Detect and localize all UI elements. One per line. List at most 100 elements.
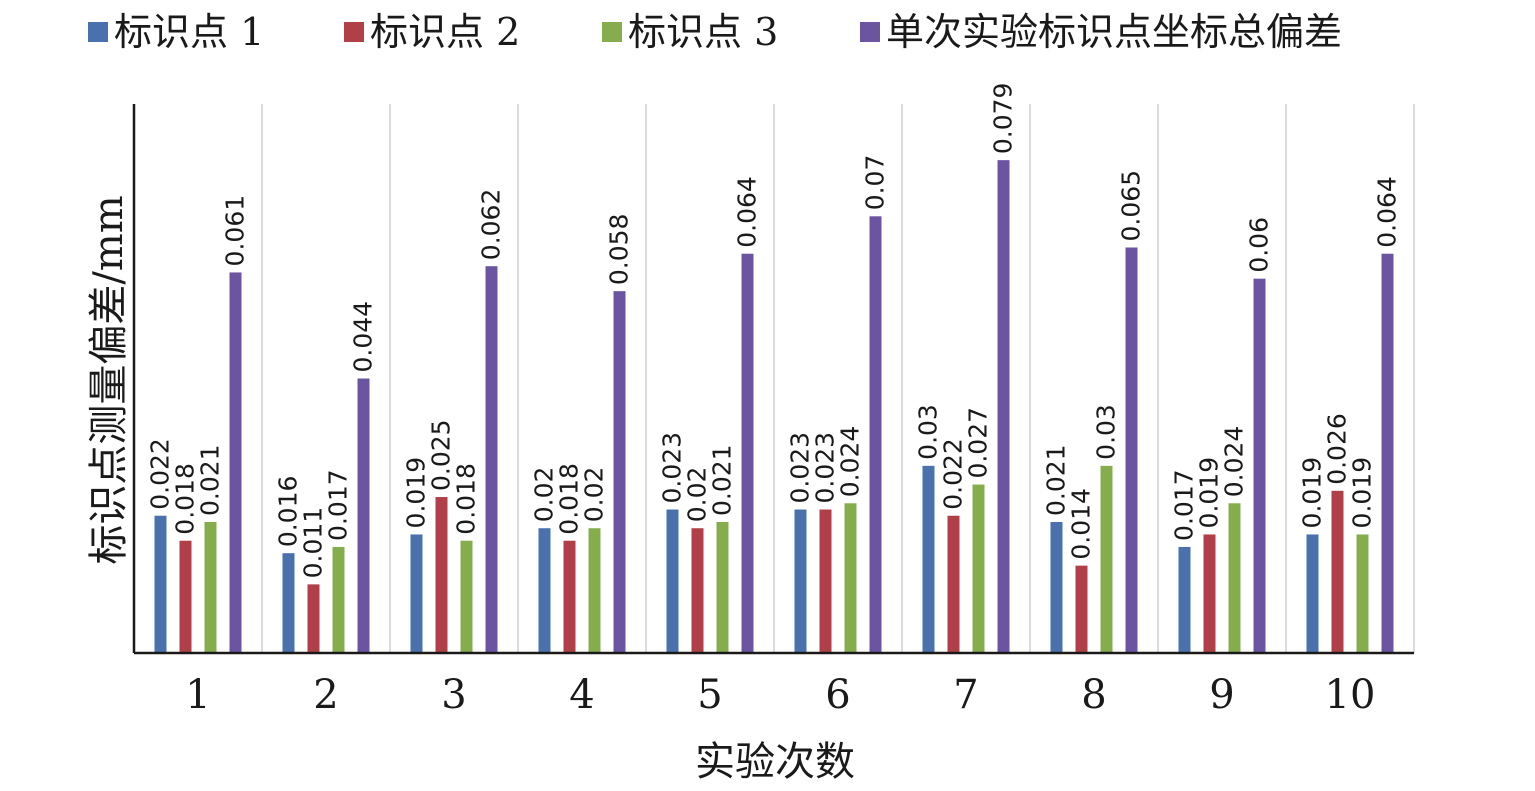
bar-s2-c2: [307, 584, 320, 653]
bar-s2-c6: [819, 509, 832, 653]
x-tick-label-1: 1: [185, 672, 210, 718]
legend-item-series-4: 单次实验标识点坐标总偏差: [860, 6, 1342, 58]
legend-item-series-1: 标识点 1: [88, 6, 264, 58]
bar-s4-c9: [1253, 278, 1266, 653]
bar-s3-c7: [972, 484, 985, 653]
bar-s1-c6: [794, 509, 807, 653]
bar-s4-c10: [1381, 253, 1394, 653]
x-tick-label-9: 9: [1209, 672, 1234, 718]
data-label-s4-c3: 0.062: [477, 189, 506, 261]
bar-s4-c4: [613, 291, 626, 653]
bar-s4-c7: [997, 160, 1010, 654]
data-label-s4-c9: 0.06: [1245, 217, 1274, 273]
data-label-s1-c9: 0.017: [1170, 469, 1199, 541]
data-label-s2-c7: 0.022: [939, 438, 968, 510]
data-label-s4-c7: 0.079: [989, 83, 1018, 155]
data-label-s2-c6: 0.023: [811, 432, 840, 504]
bar-s1-c10: [1306, 534, 1319, 653]
bar-s2-c10: [1331, 490, 1344, 653]
data-label-s3-c9: 0.024: [1220, 426, 1249, 498]
bar-s2-c5: [691, 528, 704, 653]
data-label-s2-c9: 0.019: [1195, 457, 1224, 529]
bar-s1-c3: [410, 534, 423, 653]
x-tick-label-8: 8: [1081, 672, 1106, 718]
legend-swatch-series-2: [344, 22, 364, 42]
bar-s3-c1: [204, 521, 217, 653]
data-label-s4-c8: 0.065: [1117, 170, 1146, 242]
x-tick-label-6: 6: [825, 672, 850, 718]
data-label-s3-c10: 0.019: [1348, 457, 1377, 529]
bar-s2-c9: [1203, 534, 1216, 653]
data-label-s1-c3: 0.019: [402, 457, 431, 529]
bar-s1-c7: [922, 465, 935, 653]
bar-s1-c1: [154, 515, 167, 653]
legend-swatch-series-1: [88, 22, 108, 42]
bar-s4-c2: [357, 378, 370, 653]
legend-label-series-2: 标识点 2: [370, 10, 521, 54]
data-label-s1-c7: 0.03: [914, 404, 943, 460]
bar-s1-c8: [1050, 521, 1063, 653]
data-label-s4-c6: 0.07: [861, 155, 890, 211]
data-label-s2-c2: 0.011: [299, 507, 328, 579]
legend-swatch-series-4: [860, 22, 880, 42]
data-label-s1-c10: 0.019: [1298, 457, 1327, 529]
y-axis-title: 标识点测量偏差/mm: [86, 195, 132, 565]
data-label-s3-c6: 0.024: [836, 426, 865, 498]
data-label-s2-c10: 0.026: [1323, 413, 1352, 485]
legend-label-series-4: 单次实验标识点坐标总偏差: [886, 10, 1343, 54]
bar-s2-c4: [563, 540, 576, 653]
data-label-s4-c2: 0.044: [349, 301, 378, 373]
data-label-s4-c5: 0.064: [733, 176, 762, 248]
bar-s1-c4: [538, 528, 551, 653]
bar-s4-c1: [229, 272, 242, 653]
bar-s3-c5: [716, 521, 729, 653]
bar-s1-c9: [1178, 546, 1191, 653]
bar-s2-c8: [1075, 565, 1088, 653]
x-axis-title: 实验次数: [695, 739, 855, 785]
bar-s1-c2: [282, 553, 295, 653]
data-label-s1-c2: 0.016: [274, 476, 303, 548]
bar-s4-c8: [1125, 247, 1138, 653]
x-tick-label-7: 7: [953, 672, 978, 718]
bar-s2-c1: [179, 540, 192, 653]
data-label-s2-c1: 0.018: [171, 463, 200, 535]
bar-s2-c3: [435, 497, 448, 653]
chart-legend: 标识点 1 标识点 2 标识点 3 单次实验标识点坐标总偏差: [0, 0, 1535, 70]
bar-s3-c4: [588, 528, 601, 653]
legend-item-series-3: 标识点 3: [602, 6, 778, 58]
legend-label-series-3: 标识点 3: [628, 10, 779, 54]
x-tick-label-5: 5: [697, 672, 722, 718]
data-label-s4-c1: 0.061: [221, 195, 250, 267]
data-label-s3-c7: 0.027: [964, 407, 993, 479]
data-label-s2-c4: 0.018: [555, 463, 584, 535]
data-label-s3-c5: 0.021: [708, 444, 737, 516]
bar-s4-c3: [485, 266, 498, 653]
bar-s3-c2: [332, 546, 345, 653]
data-label-s4-c10: 0.064: [1373, 176, 1402, 248]
x-tick-label-4: 4: [569, 672, 594, 718]
data-label-s3-c1: 0.021: [196, 444, 225, 516]
data-label-s3-c8: 0.03: [1092, 404, 1121, 460]
x-tick-label-10: 10: [1325, 672, 1376, 718]
data-label-s3-c2: 0.017: [324, 469, 353, 541]
data-label-s1-c4: 0.02: [530, 467, 559, 523]
data-label-s1-c8: 0.021: [1042, 444, 1071, 516]
bar-s4-c5: [741, 253, 754, 653]
data-label-s3-c3: 0.018: [452, 463, 481, 535]
data-label-s1-c6: 0.023: [786, 432, 815, 504]
data-label-s2-c3: 0.025: [427, 419, 456, 491]
data-label-s4-c4: 0.058: [605, 214, 634, 286]
bar-s4-c6: [869, 216, 882, 653]
legend-swatch-series-3: [602, 22, 622, 42]
data-label-s1-c5: 0.023: [658, 432, 687, 504]
data-label-s2-c5: 0.02: [683, 467, 712, 523]
data-label-s2-c8: 0.014: [1067, 488, 1096, 560]
bar-s1-c5: [666, 509, 679, 653]
bar-s2-c7: [947, 515, 960, 653]
bar-s3-c3: [460, 540, 473, 653]
bar-s3-c10: [1356, 534, 1369, 653]
legend-item-series-2: 标识点 2: [344, 6, 520, 58]
legend-label-series-1: 标识点 1: [114, 10, 265, 54]
x-tick-label-3: 3: [441, 672, 466, 718]
